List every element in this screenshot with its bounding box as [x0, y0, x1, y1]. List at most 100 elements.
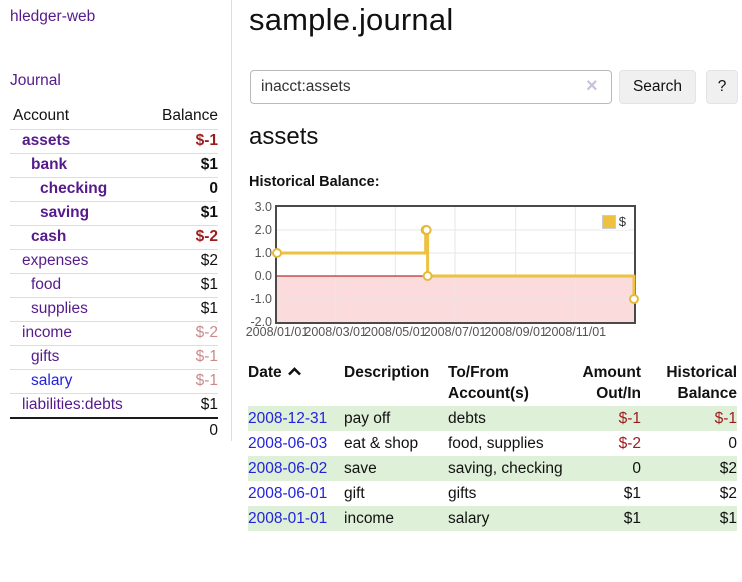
x-tick-label: 2008/09/01 [484, 325, 547, 339]
search-form: × Search ? [250, 70, 740, 104]
accounts-total-balance: 0 [148, 417, 218, 444]
sidebar-account-balance: $-1 [148, 345, 218, 370]
balance-chart[interactable]: $ [272, 205, 639, 324]
legend-swatch [601, 214, 616, 229]
sidebar-account-link[interactable]: bank [31, 156, 68, 173]
y-tick-label: 1.0 [254, 246, 272, 260]
transaction-row: 2008-12-31 pay off debts $-1 $-1 [248, 406, 737, 431]
account-row: cash $-2 [10, 225, 218, 250]
transaction-accounts: gifts [448, 485, 477, 502]
x-tick-label: 2008/03/01 [304, 325, 367, 339]
account-row: liabilities:debts $1 [10, 393, 218, 419]
account-row: income $-2 [10, 321, 218, 346]
x-tick-label: 2008/11/01 [544, 325, 607, 339]
account-row: food $1 [10, 273, 218, 298]
account-heading: assets [249, 123, 319, 150]
transactions-header-row: Date Description To/From Account(s) Amou… [248, 360, 737, 406]
sidebar: hledger-web Journal Account Balance asse… [0, 0, 232, 444]
sidebar-account-link[interactable]: gifts [31, 348, 60, 365]
y-tick-label: -2.0 [250, 315, 272, 329]
transaction-amount: 0 [632, 460, 641, 477]
account-row: assets $-1 [10, 129, 218, 154]
transaction-accounts: food, supplies [448, 435, 544, 452]
transactions-header-amount-out-in: Amount Out/In [582, 364, 641, 402]
sidebar-account-balance: $1 [148, 297, 218, 322]
sidebar-account-link[interactable]: liabilities:debts [22, 396, 123, 413]
transaction-row: 2008-06-03 eat & shop food, supplies $-2… [248, 431, 737, 456]
sidebar-account-link[interactable]: food [31, 276, 62, 293]
transaction-row: 2008-06-02 save saving, checking 0 $2 [248, 456, 737, 481]
x-tick-label: 2008/05/01 [364, 325, 427, 339]
sidebar-account-link[interactable]: salary [31, 372, 73, 389]
sidebar-account-link[interactable]: supplies [31, 300, 88, 317]
accounts-header-row: Account Balance [10, 104, 218, 130]
sidebar-account-balance: $-2 [148, 321, 218, 346]
transaction-date-link[interactable]: 2008-06-03 [248, 435, 328, 452]
brand-link[interactable]: hledger-web [10, 8, 96, 25]
account-row: gifts $-1 [10, 345, 218, 370]
y-tick-label: 2.0 [254, 223, 272, 237]
account-row: salary $-1 [10, 369, 218, 394]
legend-label: $ [618, 214, 626, 229]
sidebar-account-balance: 0 [148, 177, 218, 202]
transactions-header-to-from-account-s-: To/From Account(s) [448, 364, 529, 402]
sidebar-account-balance: $2 [148, 249, 218, 274]
x-tick-label: 2008/01/01 [245, 325, 309, 339]
sidebar-account-balance: $-1 [148, 129, 218, 154]
accounts-total-row: 0 [10, 417, 218, 444]
sidebar-item-journal[interactable]: Journal [10, 72, 61, 89]
search-input[interactable] [250, 70, 612, 104]
accounts-header-balance: Balance [148, 104, 218, 130]
transactions-header-historical-balance: Historical Balance [666, 364, 737, 402]
sidebar-account-link[interactable]: income [22, 324, 72, 341]
sidebar-account-balance: $1 [148, 201, 218, 226]
transactions-header-date[interactable]: Date [248, 360, 344, 406]
sidebar-account-link[interactable]: checking [40, 180, 108, 197]
x-tick-label: 2008/07/01 [423, 325, 487, 339]
transaction-balance: 0 [728, 435, 737, 452]
sidebar-account-balance: $1 [148, 393, 218, 419]
sidebar-account-link[interactable]: expenses [22, 252, 89, 269]
chart-legend: $ [599, 213, 628, 230]
transaction-date-link[interactable]: 2008-12-31 [248, 410, 328, 427]
accounts-table: Account Balance assets $-1 bank $1 check… [10, 104, 218, 444]
transactions-header-description: Description [344, 364, 430, 381]
y-tick-label: 3.0 [254, 200, 272, 214]
transaction-balance: $2 [719, 460, 737, 477]
sidebar-account-balance: $1 [148, 153, 218, 178]
transaction-amount: $1 [623, 510, 641, 527]
transaction-description: gift [344, 485, 365, 502]
clear-search-icon[interactable]: × [586, 75, 598, 97]
transaction-accounts: debts [448, 410, 486, 427]
transaction-date-link[interactable]: 2008-06-02 [248, 460, 328, 477]
transaction-amount: $-2 [618, 435, 641, 452]
y-tick-label: 0.0 [254, 269, 272, 283]
sort-asc-icon [287, 361, 302, 382]
transactions-table: Date Description To/From Account(s) Amou… [248, 360, 737, 531]
transaction-amount: $-1 [618, 410, 641, 427]
sidebar-account-link[interactable]: cash [31, 228, 67, 245]
accounts-header-account: Account [10, 104, 149, 130]
transaction-description: pay off [344, 410, 391, 427]
transaction-balance: $1 [719, 510, 737, 527]
search-button[interactable]: Search [619, 70, 696, 104]
transaction-balance: $-1 [714, 410, 737, 427]
sidebar-account-balance: $-1 [148, 369, 218, 394]
transaction-amount: $1 [623, 485, 641, 502]
y-tick-label: -1.0 [250, 292, 272, 306]
transaction-description: eat & shop [344, 435, 419, 452]
transaction-accounts: salary [448, 510, 490, 527]
transaction-date-link[interactable]: 2008-01-01 [248, 510, 328, 527]
sidebar-account-link[interactable]: assets [22, 132, 71, 149]
page-title: sample.journal [249, 2, 454, 37]
transaction-row: 2008-01-01 income salary $1 $1 [248, 506, 737, 531]
account-row: checking 0 [10, 177, 218, 202]
chart-title: Historical Balance: [249, 174, 380, 190]
sidebar-account-balance: $1 [148, 273, 218, 298]
transaction-description: income [344, 510, 394, 527]
sidebar-account-link[interactable]: saving [40, 204, 90, 221]
help-button[interactable]: ? [706, 70, 738, 104]
account-row: bank $1 [10, 153, 218, 178]
transaction-date-link[interactable]: 2008-06-01 [248, 485, 328, 502]
account-row: expenses $2 [10, 249, 218, 274]
